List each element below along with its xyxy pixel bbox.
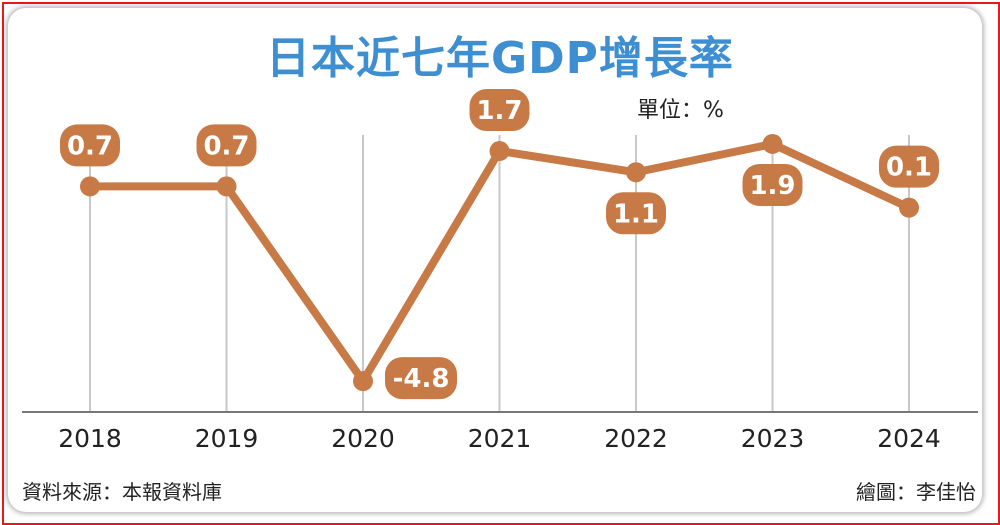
credit-note: 繪圖：李佳怡 (856, 480, 976, 504)
data-label-2020: -4.8 (385, 357, 457, 400)
data-label-2018: 0.7 (60, 124, 120, 167)
x-tick-label-2021: 2021 (468, 424, 532, 453)
data-point-2022 (626, 162, 646, 183)
data-label-badge (742, 163, 803, 206)
data-label-2023: 1.9 (742, 163, 803, 206)
data-label-text: 1.7 (476, 96, 522, 126)
data-label-badge (879, 145, 939, 188)
data-point-2018 (80, 176, 100, 197)
data-label-badge (60, 124, 120, 167)
data-label-text: -4.8 (393, 364, 450, 394)
data-label-text: 0.7 (67, 131, 113, 161)
chart-title: 日本近七年GDP增長率 (266, 33, 734, 84)
data-label-badge (606, 192, 666, 235)
data-label-text: 0.1 (886, 153, 932, 183)
x-tick-label-2024: 2024 (877, 424, 941, 453)
unit-label: 單位：% (637, 98, 724, 123)
data-point-2019 (216, 176, 237, 197)
data-label-2019: 0.7 (196, 124, 257, 167)
data-label-text: 1.9 (749, 171, 795, 201)
data-label-2022: 1.1 (606, 192, 666, 235)
data-point-2024 (899, 197, 919, 218)
data-label-text: 0.7 (203, 131, 249, 161)
data-label-2024: 0.1 (879, 145, 939, 188)
x-tick-label-2018: 2018 (58, 424, 122, 453)
x-tick-labels: 2018 2019 2020 2021 2022 2023 2024 (58, 424, 941, 453)
data-point-2021 (489, 141, 510, 162)
data-point-2020 (353, 371, 373, 392)
x-tick-label-2019: 2019 (195, 424, 259, 453)
source-note: 資料來源：本報資料庫 (22, 480, 222, 504)
data-point-2023 (762, 133, 783, 154)
data-labels: 0.7 0.7 -4.8 1.7 1.1 1.9 0.1 (60, 89, 939, 400)
data-label-badge (385, 357, 457, 400)
data-label-2021: 1.7 (469, 89, 530, 132)
x-tick-label-2020: 2020 (331, 424, 395, 453)
data-label-badge (196, 124, 257, 167)
data-points (80, 133, 919, 392)
data-label-text: 1.1 (613, 199, 659, 229)
x-tick-label-2023: 2023 (741, 424, 805, 453)
data-label-badge (469, 89, 530, 132)
x-tick-label-2022: 2022 (604, 424, 668, 453)
